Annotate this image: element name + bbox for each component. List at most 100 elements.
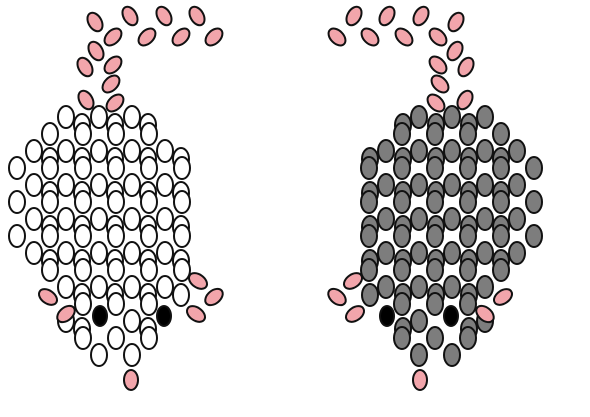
body-bead	[377, 275, 395, 299]
ear-bead	[492, 288, 514, 306]
body-bead	[74, 224, 92, 248]
body-bead	[426, 122, 444, 146]
ear-bead	[475, 304, 495, 324]
body-bead	[90, 241, 108, 265]
tail-bead	[103, 27, 123, 47]
ear-bead	[56, 304, 76, 324]
body-bead	[41, 122, 59, 146]
body-bead	[410, 343, 428, 367]
body-bead	[426, 190, 444, 214]
tail-bead	[87, 40, 105, 62]
body-bead	[140, 224, 158, 248]
body-bead	[476, 139, 494, 163]
body-bead	[25, 241, 43, 265]
tail-bead	[446, 40, 464, 62]
tail-bead	[155, 5, 173, 27]
body-bead	[90, 343, 108, 367]
body-bead	[459, 258, 477, 282]
body-bead	[459, 122, 477, 146]
body-bead	[140, 156, 158, 180]
body-bead	[8, 190, 26, 214]
body-bead	[57, 139, 75, 163]
body-bead	[360, 190, 378, 214]
tail-bead	[77, 89, 95, 111]
tail-bead	[394, 27, 414, 47]
tail-bead	[412, 5, 430, 27]
body-bead	[90, 207, 108, 231]
nose-bead	[412, 369, 428, 391]
tail-bead	[76, 56, 94, 78]
body-bead	[393, 292, 411, 316]
body-bead	[476, 241, 494, 265]
body-bead	[492, 258, 510, 282]
tail-bead	[137, 27, 157, 47]
body-bead	[123, 105, 141, 129]
body-bead	[459, 190, 477, 214]
body-bead	[410, 173, 428, 197]
body-bead	[393, 156, 411, 180]
body-bead	[107, 292, 125, 316]
body-bead	[476, 105, 494, 129]
body-bead	[525, 190, 543, 214]
body-bead	[123, 173, 141, 197]
body-bead	[90, 105, 108, 129]
body-bead	[90, 173, 108, 197]
body-bead	[410, 207, 428, 231]
tail-bead	[101, 74, 121, 94]
tail-bead	[327, 27, 347, 47]
body-bead	[107, 156, 125, 180]
ear-bead	[185, 305, 207, 323]
body-bead	[393, 122, 411, 146]
body-bead	[173, 224, 191, 248]
body-bead	[443, 139, 461, 163]
body-bead	[443, 105, 461, 129]
body-bead	[107, 224, 125, 248]
body-bead	[107, 326, 125, 350]
ear-bead	[327, 287, 347, 307]
body-bead	[140, 190, 158, 214]
body-bead	[361, 283, 379, 307]
tail-bead	[345, 5, 363, 27]
body-bead	[156, 207, 174, 231]
body-bead	[107, 190, 125, 214]
body-bead	[410, 139, 428, 163]
body-bead	[492, 224, 510, 248]
body-bead	[459, 292, 477, 316]
body-bead	[410, 275, 428, 299]
body-bead	[25, 139, 43, 163]
tail-bead	[430, 74, 450, 94]
body-bead	[443, 275, 461, 299]
body-bead	[459, 156, 477, 180]
mouse-pattern-grey	[327, 5, 543, 391]
body-bead	[410, 241, 428, 265]
body-bead	[140, 326, 158, 350]
tail-bead	[105, 93, 125, 113]
body-bead	[123, 309, 141, 333]
ear-bead	[342, 272, 364, 290]
tail-bead	[447, 11, 465, 33]
tail-bead	[86, 11, 104, 33]
body-bead	[360, 258, 378, 282]
body-bead	[74, 326, 92, 350]
ear-bead	[344, 305, 366, 323]
body-bead	[41, 258, 59, 282]
body-bead	[123, 241, 141, 265]
body-bead	[410, 309, 428, 333]
tail-bead	[457, 56, 475, 78]
body-bead	[172, 283, 190, 307]
body-bead	[156, 275, 174, 299]
body-bead	[156, 173, 174, 197]
body-bead	[25, 173, 43, 197]
body-bead	[57, 275, 75, 299]
body-bead	[156, 241, 174, 265]
body-bead	[459, 224, 477, 248]
tail-bead	[426, 93, 446, 113]
tail-bead	[378, 5, 396, 27]
body-bead	[107, 122, 125, 146]
body-bead	[25, 207, 43, 231]
tail-bead	[428, 27, 448, 47]
eye-bead	[92, 305, 108, 327]
body-bead	[90, 139, 108, 163]
